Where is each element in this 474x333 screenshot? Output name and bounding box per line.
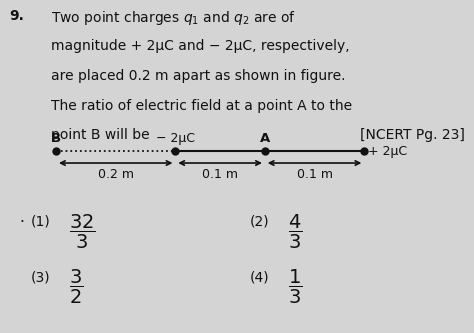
Text: $\dfrac{4}{3}$: $\dfrac{4}{3}$ [288,212,302,251]
Text: point B will be: point B will be [51,128,150,142]
Text: magnitude + 2μC and − 2μC, respectively,: magnitude + 2μC and − 2μC, respectively, [51,39,350,53]
Text: A: A [260,132,270,145]
Text: ·: · [19,214,24,229]
Text: [NCERT Pg. 23]: [NCERT Pg. 23] [360,128,465,142]
Text: $\dfrac{1}{3}$: $\dfrac{1}{3}$ [288,268,302,306]
Text: are placed 0.2 m apart as shown in figure.: are placed 0.2 m apart as shown in figur… [51,69,346,83]
Text: The ratio of electric field at a point A to the: The ratio of electric field at a point A… [51,99,352,113]
Text: 0.2 m: 0.2 m [98,168,134,181]
Text: $\dfrac{3}{2}$: $\dfrac{3}{2}$ [69,268,83,306]
Text: 0.1 m: 0.1 m [202,168,238,181]
Text: 9.: 9. [9,9,24,23]
Text: + 2μC: + 2μC [368,145,407,158]
Text: (2): (2) [250,214,270,228]
Text: $\dfrac{32}{3}$: $\dfrac{32}{3}$ [69,212,96,251]
Text: (4): (4) [250,270,270,284]
Text: (1): (1) [31,214,51,228]
Text: − 2μC: − 2μC [156,132,195,145]
Text: Two point charges $q_1$ and $q_2$ are of: Two point charges $q_1$ and $q_2$ are of [51,9,296,27]
Text: 0.1 m: 0.1 m [297,168,333,181]
Text: B: B [51,132,61,145]
Text: (3): (3) [31,270,51,284]
